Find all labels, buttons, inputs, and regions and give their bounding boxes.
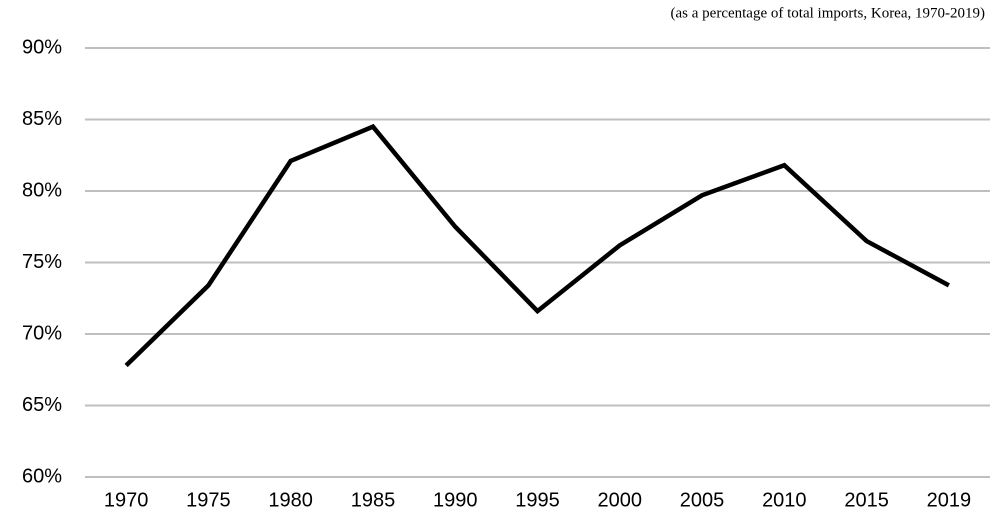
x-tick-label: 2005 bbox=[680, 489, 725, 511]
y-tick-label: 60% bbox=[22, 465, 62, 487]
x-tick-label: 2019 bbox=[927, 489, 972, 511]
x-tick-label: 1995 bbox=[515, 489, 560, 511]
data-line bbox=[124, 123, 950, 368]
x-tick-label: 2000 bbox=[598, 489, 643, 511]
x-tick-label: 1970 bbox=[104, 489, 149, 511]
x-tick-label: 1985 bbox=[351, 489, 396, 511]
x-tick-label: 2015 bbox=[844, 489, 889, 511]
x-tick-label: 2010 bbox=[762, 489, 807, 511]
x-tick-label: 1990 bbox=[433, 489, 478, 511]
y-tick-label: 85% bbox=[22, 108, 62, 130]
y-tick-label: 90% bbox=[22, 36, 62, 58]
y-tick-label: 65% bbox=[22, 394, 62, 416]
y-tick-label: 80% bbox=[22, 179, 62, 201]
chart-subtitle: (as a percentage of total imports, Korea… bbox=[671, 5, 985, 21]
y-tick-label: 75% bbox=[22, 251, 62, 273]
x-tick-label: 1975 bbox=[186, 489, 231, 511]
y-tick-label: 70% bbox=[22, 322, 62, 344]
x-tick-label: 1980 bbox=[268, 489, 313, 511]
